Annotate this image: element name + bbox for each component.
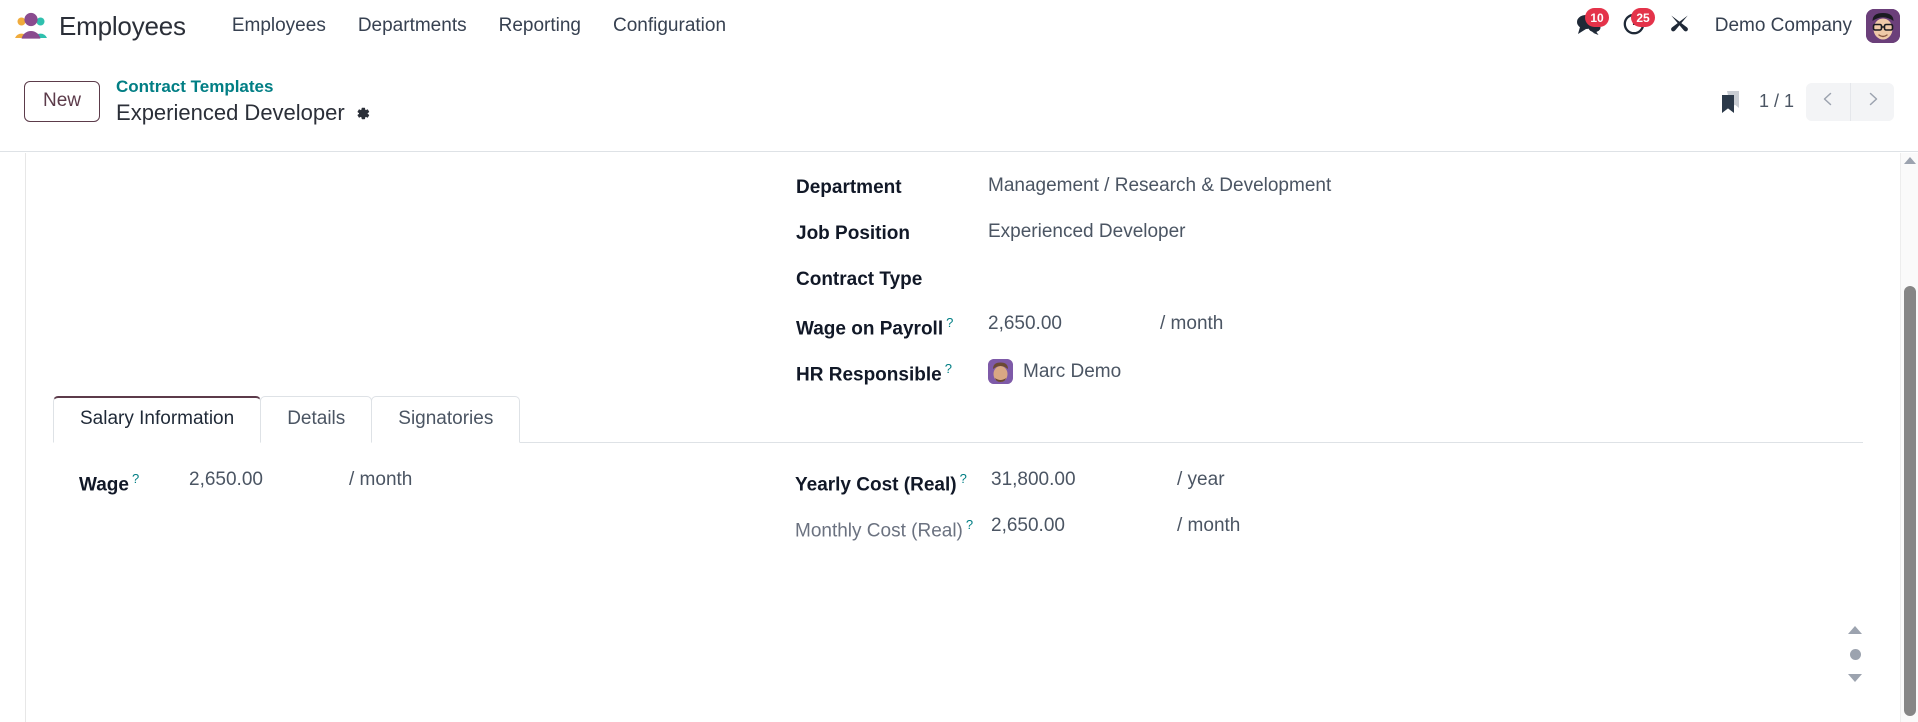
messages-button[interactable]: 10 <box>1565 6 1611 46</box>
hr-responsible-name: Marc Demo <box>1023 360 1122 382</box>
help-tooltip-icon[interactable]: ? <box>131 471 140 486</box>
field-monthly-cost-real: Monthly Cost (Real)? 2,650.00 / month <box>795 515 1695 561</box>
notebook: Salary Information Details Signatories W… <box>53 391 1863 643</box>
field-suffix-wage: / month <box>349 469 413 490</box>
field-label-contract-type: Contract Type <box>796 269 923 290</box>
activities-button[interactable]: 25 <box>1611 6 1657 46</box>
field-value-monthly-cost-real[interactable]: 2,650.00 <box>991 515 1065 536</box>
scrollbar-up-arrow-icon[interactable] <box>1903 157 1916 164</box>
field-label-monthly-cost-real: Monthly Cost (Real)? <box>795 517 974 542</box>
app-title: Employees <box>59 10 186 41</box>
field-department: Department Management / Research & Devel… <box>796 175 1696 221</box>
pager-next-button[interactable] <box>1850 82 1894 121</box>
employees-group-icon <box>14 11 48 41</box>
app-brand[interactable]: Employees <box>14 11 186 42</box>
control-panel-right: 1 / 1 <box>1719 82 1894 121</box>
field-label-wage: Wage? <box>79 471 140 496</box>
breadcrumb: Contract Templates Experienced Developer <box>116 76 371 127</box>
scrollbar-thumb[interactable] <box>1904 286 1916 716</box>
messages-badge: 10 <box>1585 8 1609 27</box>
salary-left-column: Wage? 2,650.00 / month <box>79 469 779 515</box>
scroll-position-indicator[interactable] <box>1845 626 1865 682</box>
tab-signatories[interactable]: Signatories <box>371 396 521 443</box>
breadcrumb-parent-link[interactable]: Contract Templates <box>116 77 274 97</box>
field-hr-responsible: HR Responsible? Marc D <box>796 359 1696 405</box>
form-right-column: Department Management / Research & Devel… <box>796 175 1696 405</box>
new-button[interactable]: New <box>24 81 101 122</box>
chevron-left-icon <box>1820 91 1836 112</box>
field-label-yearly-cost-real: Yearly Cost (Real)? <box>795 471 967 496</box>
menu-item-configuration[interactable]: Configuration <box>613 15 727 36</box>
field-value-wage-on-payroll[interactable]: 2,650.00 <box>988 313 1062 334</box>
field-value-job-position[interactable]: Experienced Developer <box>988 221 1186 242</box>
activities-badge: 25 <box>1631 8 1655 27</box>
field-label-job-position: Job Position <box>796 223 910 244</box>
field-value-hr-responsible[interactable]: Marc Demo <box>988 359 1121 384</box>
field-wage: Wage? 2,650.00 / month <box>79 469 779 515</box>
chevron-right-icon <box>1865 91 1881 112</box>
tools-icon <box>1668 12 1691 40</box>
menu-item-employees[interactable]: Employees <box>231 15 326 36</box>
field-value-wage[interactable]: 2,650.00 <box>189 469 263 490</box>
tab-salary-information[interactable]: Salary Information <box>53 396 262 443</box>
vertical-scrollbar[interactable] <box>1900 153 1918 722</box>
form-sheet: Department Management / Research & Devel… <box>25 153 1900 722</box>
debug-menu-button[interactable] <box>1657 6 1703 46</box>
field-value-department[interactable]: Management / Research & Development <box>988 175 1332 196</box>
field-suffix-yearly-cost-real: / year <box>1177 469 1225 490</box>
bookmark-icon[interactable] <box>1719 89 1741 115</box>
help-tooltip-icon[interactable]: ? <box>959 471 967 486</box>
field-suffix-wage-on-payroll: / month <box>1160 313 1224 334</box>
pager-count: 1 / 1 <box>1758 91 1794 111</box>
pager: 1 / 1 <box>1758 82 1894 121</box>
field-suffix-monthly-cost-real: / month <box>1177 515 1241 536</box>
field-label-department: Department <box>796 177 902 198</box>
field-value-yearly-cost-real[interactable]: 31,800.00 <box>991 469 1076 490</box>
notebook-tab-strip: Salary Information Details Signatories <box>53 391 1863 443</box>
company-switcher[interactable]: Demo Company <box>1714 15 1852 36</box>
control-panel: New Contract Templates Experienced Devel… <box>0 52 1918 152</box>
field-yearly-cost-real: Yearly Cost (Real)? 31,800.00 / year <box>795 469 1695 515</box>
menu-item-reporting[interactable]: Reporting <box>498 15 581 36</box>
record-title: Experienced Developer <box>116 100 345 126</box>
pager-previous-button[interactable] <box>1806 82 1850 121</box>
field-label-hr-responsible: HR Responsible? <box>796 361 952 386</box>
field-wage-on-payroll: Wage on Payroll? 2,650.00 / month <box>796 313 1696 359</box>
avatar[interactable] <box>1866 9 1900 43</box>
field-job-position: Job Position Experienced Developer <box>796 221 1696 267</box>
salary-right-column: Yearly Cost (Real)? 31,800.00 / year Mon… <box>795 469 1695 561</box>
scroll-dot-icon[interactable] <box>1849 648 1861 660</box>
help-tooltip-icon[interactable]: ? <box>944 361 952 376</box>
notebook-tab-panel: Wage? 2,650.00 / month Yearly Cost (Real… <box>53 443 1863 643</box>
menu-item-departments[interactable]: Departments <box>357 15 467 36</box>
scroll-down-arrow-icon[interactable] <box>1848 674 1862 682</box>
form-sheet-wrapper: Department Management / Research & Devel… <box>0 153 1900 722</box>
top-navbar: Employees Employees Departments Reportin… <box>0 0 1918 52</box>
navbar-systray: 10 25 Demo Company <box>1565 6 1904 46</box>
tab-details[interactable]: Details <box>260 396 373 443</box>
field-contract-type: Contract Type <box>796 267 1696 313</box>
help-tooltip-icon[interactable]: ? <box>965 517 974 532</box>
help-tooltip-icon[interactable]: ? <box>946 315 954 330</box>
main-menu: Employees Departments Reporting Configur… <box>216 9 742 43</box>
scroll-up-arrow-icon[interactable] <box>1848 626 1862 634</box>
field-label-wage-on-payroll: Wage on Payroll? <box>796 315 954 340</box>
gear-icon[interactable] <box>354 105 371 122</box>
hr-responsible-avatar <box>988 359 1013 384</box>
